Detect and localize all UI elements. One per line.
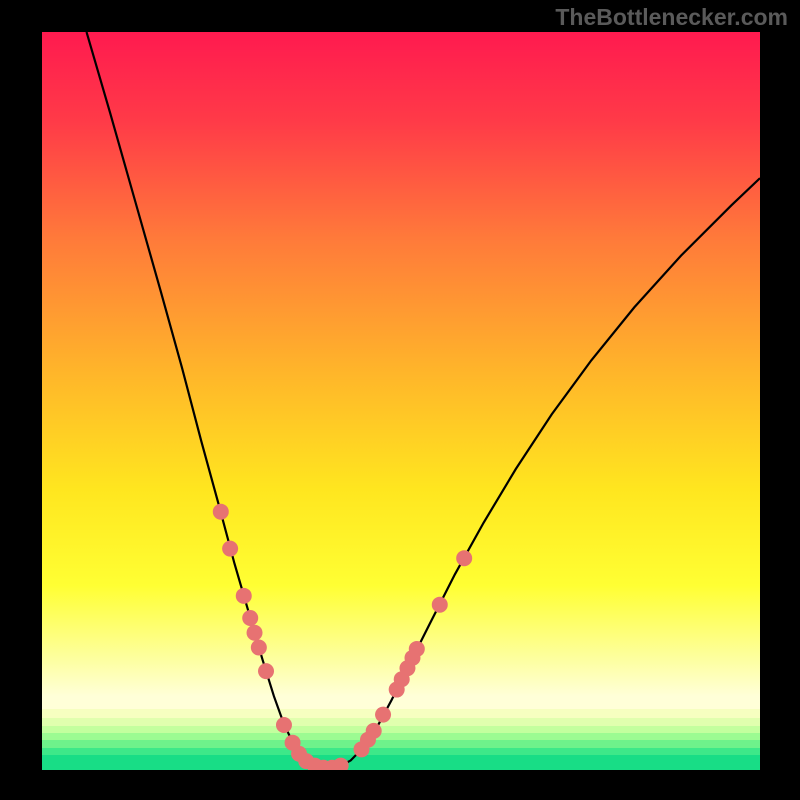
curve-marker bbox=[251, 639, 267, 655]
curve-marker bbox=[242, 610, 258, 626]
curve-marker bbox=[236, 588, 252, 604]
curve-marker bbox=[409, 641, 425, 657]
curve-marker bbox=[333, 758, 349, 770]
curve-marker bbox=[222, 541, 238, 557]
curve-marker bbox=[432, 597, 448, 613]
curve-marker bbox=[213, 504, 229, 520]
curve-marker bbox=[247, 625, 263, 641]
plot-area bbox=[42, 32, 760, 770]
curve-path bbox=[87, 32, 760, 768]
curve-marker bbox=[258, 663, 274, 679]
watermark-text: TheBottlenecker.com bbox=[555, 4, 788, 31]
bottleneck-curve-svg bbox=[42, 32, 760, 770]
curve-marker bbox=[276, 717, 292, 733]
curve-marker bbox=[375, 707, 391, 723]
curve-marker bbox=[456, 550, 472, 566]
curve-marker bbox=[366, 723, 382, 739]
